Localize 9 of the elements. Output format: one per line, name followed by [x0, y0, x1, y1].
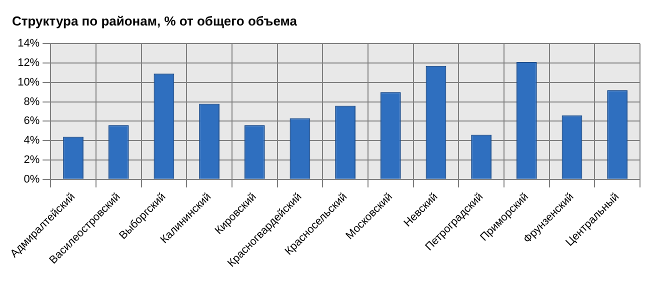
y-tick-label: 8%	[24, 96, 40, 108]
y-tick-label: 6%	[24, 115, 40, 128]
y-tick-label: 2%	[24, 154, 40, 166]
chart-title: Структура по районам, % от общего объема	[12, 13, 298, 28]
y-tick-label: 10%	[18, 76, 40, 88]
y-tick-label: 14%	[18, 38, 40, 50]
y-tick-label: 12%	[18, 57, 40, 70]
y-tick-label: 0%	[24, 173, 40, 186]
y-tick-label: 4%	[24, 134, 40, 147]
